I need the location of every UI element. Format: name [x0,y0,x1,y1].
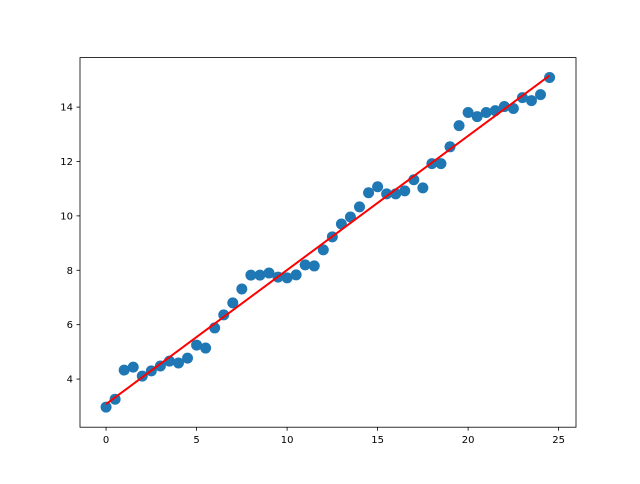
y-tick-label: 8 [67,266,73,277]
fit-line [105,74,551,405]
data-point [535,89,547,101]
data-point [444,141,456,153]
data-point [100,401,112,413]
data-point [191,339,203,351]
data-point [118,364,130,376]
y-tick-label: 4 [67,375,73,386]
data-point [453,120,465,132]
data-point [172,357,184,369]
x-tick-label: 10 [281,435,294,446]
data-point [263,267,275,279]
data-point [353,201,365,213]
data-point [317,244,329,256]
data-point [281,272,293,284]
data-point [525,95,537,107]
data-point [299,259,311,271]
data-point [154,360,166,372]
data-point [544,71,556,83]
data-point [127,361,139,373]
data-point [218,309,230,321]
x-tick-label: 0 [103,435,109,446]
data-point [290,269,302,281]
data-point [435,158,447,170]
y-tick-label: 6 [67,320,73,331]
data-point [372,181,384,193]
y-tick-label: 12 [60,157,73,168]
x-tick-label: 5 [193,435,199,446]
x-tick-label: 15 [371,435,384,446]
y-tick-label: 14 [60,103,73,114]
y-tick-label: 10 [60,211,73,222]
data-point [399,185,411,197]
data-point [471,111,483,123]
data-point [254,269,266,281]
data-point [480,107,492,119]
data-point [182,352,194,364]
data-point [507,102,519,114]
data-point [462,107,474,119]
data-point [227,297,239,309]
x-tick-label: 25 [552,435,565,446]
data-point [200,342,212,354]
x-tick-label: 20 [462,435,475,446]
axes-frame [79,57,577,428]
data-point [236,283,248,295]
data-point [344,211,356,223]
data-point [245,269,257,281]
data-point [417,182,429,194]
data-point [308,260,320,272]
data-point [381,188,393,200]
data-point [498,101,510,113]
data-point [363,187,375,199]
